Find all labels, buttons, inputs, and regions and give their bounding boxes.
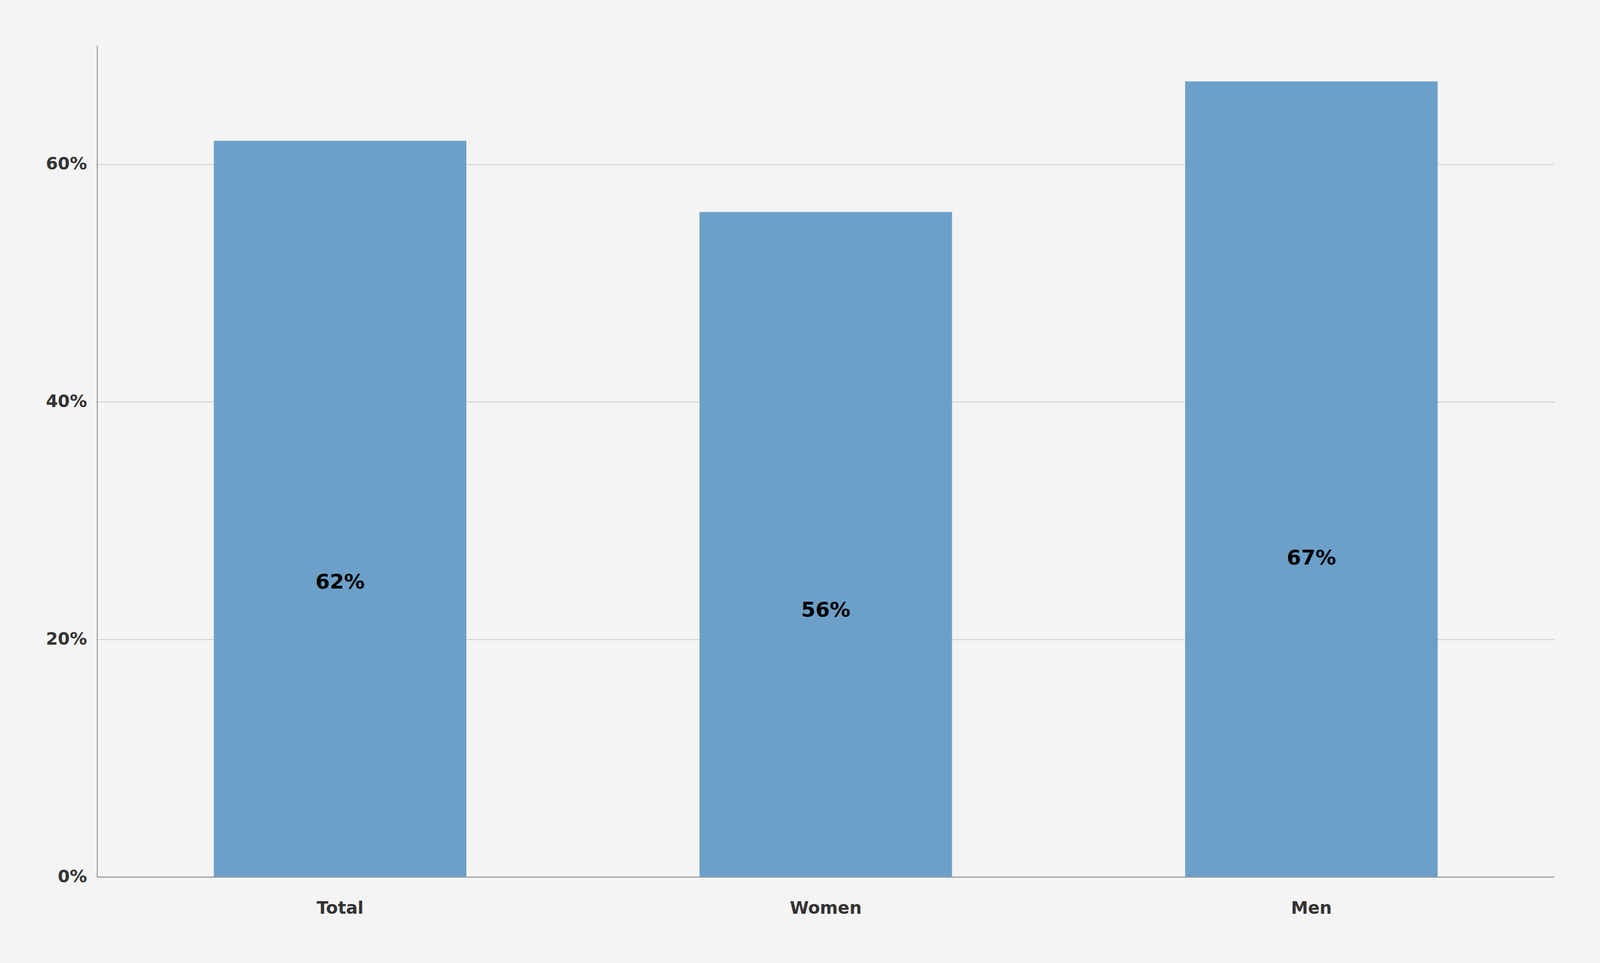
y-tick-label: 40% [45, 390, 87, 411]
x-tick-label: Men [1290, 897, 1333, 918]
data-label: 62% [315, 569, 365, 593]
y-tick-label: 60% [45, 153, 87, 174]
bar [214, 140, 467, 877]
x-axis: Total Women Men [316, 897, 1332, 918]
y-tick-label: 0% [57, 865, 87, 886]
x-tick-label: Total [316, 897, 364, 918]
background [0, 0, 1600, 963]
x-tick-label: Women [789, 897, 862, 918]
y-axis: 0% 20% 40% 60% [45, 45, 1555, 886]
data-label: 56% [801, 597, 851, 621]
y-tick-label: 20% [45, 628, 87, 649]
chart-svg: 0% 20% 40% 60% 62% 56% 67% Total Women Men [0, 0, 1600, 963]
chart-container: 0% 20% 40% 60% 62% 56% 67% Total Women Men [0, 0, 1600, 963]
y-axis-line [96, 45, 98, 877]
data-label: 67% [1286, 545, 1337, 569]
bar [1185, 81, 1438, 877]
bar [699, 211, 952, 877]
bars [214, 81, 1439, 877]
data-labels: 62% 56% 67% [315, 545, 1337, 621]
